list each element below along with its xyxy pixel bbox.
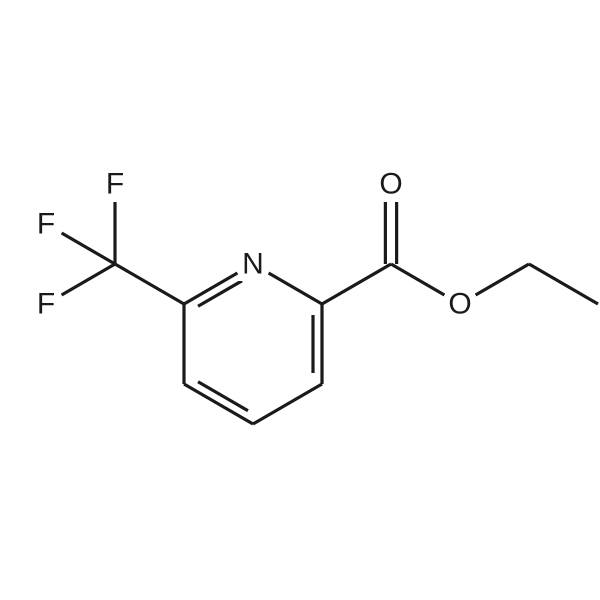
atom-label-o: O — [379, 168, 402, 201]
atom-label-f: F — [106, 168, 124, 201]
atom-label-f: F — [37, 208, 55, 241]
atom-label-f: F — [37, 288, 55, 321]
atom-label-n: N — [242, 248, 264, 281]
molecule-diagram: N F F F O O — [0, 0, 600, 600]
atom-label-o: O — [448, 288, 471, 321]
